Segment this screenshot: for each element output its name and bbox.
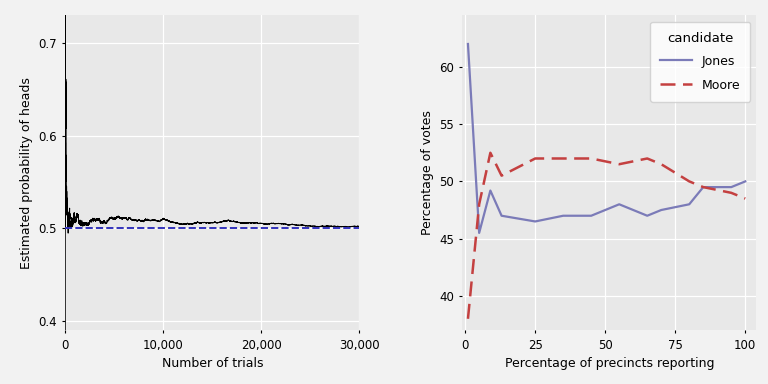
X-axis label: Percentage of precincts reporting: Percentage of precincts reporting: [505, 357, 714, 370]
Y-axis label: Estimated probability of heads: Estimated probability of heads: [20, 77, 33, 269]
Legend: Jones, Moore: Jones, Moore: [650, 22, 750, 102]
X-axis label: Number of trials: Number of trials: [161, 357, 263, 370]
Y-axis label: Percentage of votes: Percentage of votes: [421, 110, 434, 235]
